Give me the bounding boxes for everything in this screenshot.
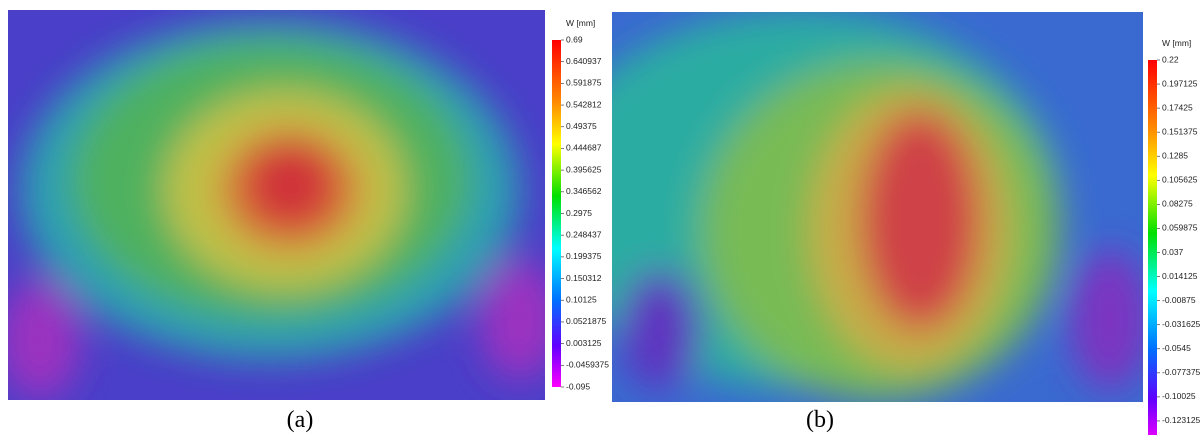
- colorbar-tick-label: 0.151375: [1162, 126, 1198, 136]
- colorbar-title: W [mm]: [566, 18, 595, 28]
- colorbar-tick-label: -0.077375: [1162, 367, 1200, 377]
- colorbar-tick-label: -0.031625: [1162, 319, 1200, 329]
- colorbar-tick-label: -0.00875: [1162, 295, 1196, 305]
- colorbar-title: W [mm]: [1162, 38, 1191, 48]
- colorbar-tick-label: 0.0521875: [566, 316, 606, 326]
- colorbar-tick-label: 0.640937: [566, 56, 602, 66]
- colorbar-tick-label: -0.10025: [1162, 391, 1196, 401]
- colorbar: [552, 40, 561, 387]
- colorbar-tick-label: 0.003125: [566, 338, 602, 348]
- contour-map-b: [612, 12, 1143, 402]
- colorbar-tick-label: 0.395625: [566, 164, 602, 174]
- colorbar-tick-label: 0.542812: [566, 99, 602, 109]
- panel-label: (b): [806, 407, 834, 433]
- colorbar-tick-label: 0.199375: [566, 251, 602, 261]
- colorbar-tick-label: 0.150312: [566, 273, 602, 283]
- colorbar-tick-label: -0.095: [566, 381, 590, 391]
- colorbar-tick-label: 0.197125: [1162, 78, 1198, 88]
- colorbar: [1148, 60, 1157, 435]
- colorbar-tick-label: 0.105625: [1162, 175, 1198, 185]
- colorbar-tick-label: 0.69: [566, 34, 583, 44]
- colorbar-tick-label: 0.49375: [566, 121, 597, 131]
- contour-map-a: [8, 10, 545, 400]
- colorbar-tick-label: 0.1285: [1162, 151, 1188, 161]
- colorbar-tick-label: -0.0545: [1162, 343, 1191, 353]
- colorbar-tick-label: -0.123125: [1162, 415, 1200, 425]
- colorbar-tick-label: 0.10125: [566, 295, 597, 305]
- colorbar-tick-label: 0.08275: [1162, 199, 1193, 209]
- colorbar-tick-label: 0.2975: [566, 208, 592, 218]
- colorbar-tick-label: 0.248437: [566, 229, 602, 239]
- colorbar-tick-label: 0.444687: [566, 143, 602, 153]
- colorbar-tick-label: 0.22: [1162, 54, 1179, 64]
- colorbar-tick-label: 0.17425: [1162, 102, 1193, 112]
- colorbar-tick-label: -0.0459375: [566, 360, 609, 370]
- colorbar-tick-label: 0.037: [1162, 247, 1184, 257]
- colorbar-tick-label: 0.014125: [1162, 271, 1198, 281]
- colorbar-tick-label: 0.591875: [566, 78, 602, 88]
- colorbar-tick-label: 0.059875: [1162, 223, 1198, 233]
- colorbar-tick-label: 0.346562: [566, 186, 602, 196]
- panel-label: (a): [287, 407, 314, 433]
